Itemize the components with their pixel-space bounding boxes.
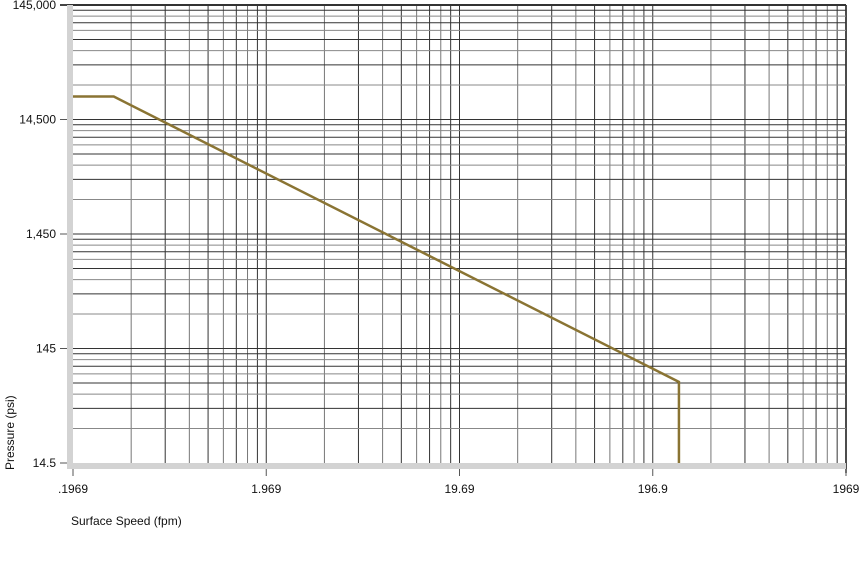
x-tick-label: 1969 — [833, 482, 860, 496]
y-tick-label: 14,500 — [19, 113, 56, 127]
x-tick-label: 19.69 — [444, 482, 474, 496]
y-tick-label: 1,450 — [26, 227, 56, 241]
ticks: .1969 1.969 19.69 196.9 1969 14.5 145 1,450 14,5… — [13, 0, 860, 496]
y-tick-label: 14.5 — [33, 456, 57, 470]
x-tick-label: 1.969 — [251, 482, 281, 496]
grid — [60, 4, 847, 473]
x-tick-label: .1969 — [58, 482, 88, 496]
series-line — [73, 95, 681, 463]
y-tick-label: 145,000 — [13, 0, 57, 12]
x-axis-label: Surface Speed (fpm) — [71, 514, 182, 528]
y-axis-label: Pressure (psi) — [3, 395, 17, 470]
x-axis-bar — [67, 463, 846, 469]
y-axis-bar — [67, 5, 73, 469]
y-tick-label: 145 — [36, 342, 56, 356]
x-tick-label: 196.9 — [638, 482, 668, 496]
